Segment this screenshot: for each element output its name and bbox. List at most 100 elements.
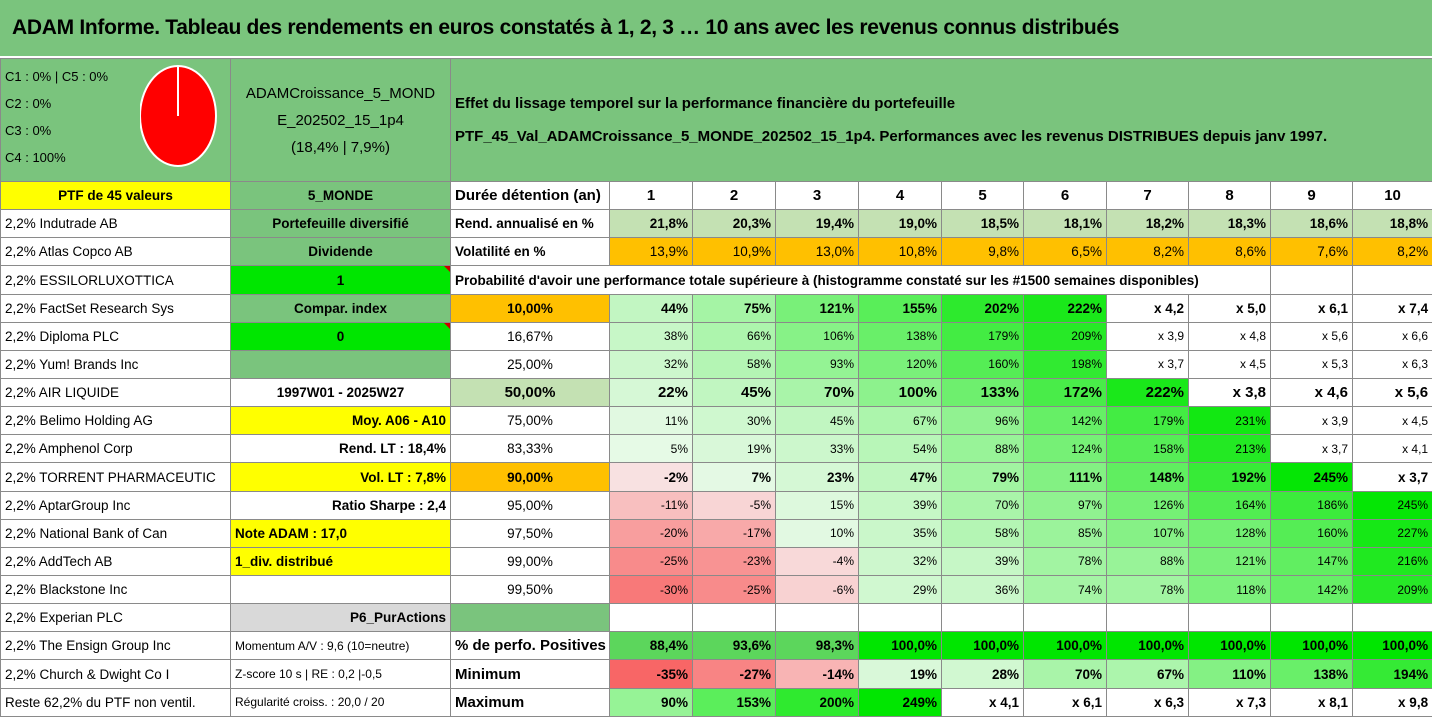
prob-threshold[interactable]: 99,00% — [450, 546, 610, 577]
prob-value[interactable]: 126% — [1106, 490, 1189, 520]
prob-value[interactable]: 97% — [1023, 490, 1107, 520]
prob-value[interactable]: 245% — [1270, 462, 1353, 492]
prob-value[interactable]: -11% — [609, 490, 693, 520]
prob-value[interactable]: 124% — [1023, 434, 1107, 464]
prob-value[interactable]: x 7,4 — [1351, 293, 1432, 323]
prob-value[interactable]: x 3,9 — [1106, 321, 1189, 351]
prob-value[interactable]: -2% — [609, 462, 693, 492]
prob-value[interactable]: 45% — [775, 406, 859, 436]
prob-value[interactable]: 158% — [1106, 434, 1189, 464]
min-value[interactable]: 19% — [858, 659, 942, 689]
rend-value[interactable]: 18,8% — [1351, 209, 1432, 239]
prob-value[interactable]: -25% — [692, 575, 776, 605]
prob-value[interactable]: x 3,7 — [1106, 349, 1189, 380]
pos-value[interactable]: 100,0% — [858, 631, 942, 661]
prob-value[interactable]: 23% — [775, 462, 859, 492]
empty-cell[interactable] — [1270, 603, 1353, 633]
prob-value[interactable]: 213% — [1188, 434, 1271, 464]
prob-value[interactable]: 32% — [609, 349, 693, 380]
prob-value[interactable]: 222% — [1023, 293, 1107, 323]
prob-value[interactable]: 33% — [775, 434, 859, 464]
prob-value[interactable]: 32% — [858, 546, 942, 577]
prob-value[interactable]: -6% — [775, 575, 859, 605]
max-value[interactable]: x 7,3 — [1188, 687, 1271, 717]
prob-value[interactable]: 85% — [1023, 518, 1107, 548]
pos-value[interactable]: 88,4% — [609, 631, 693, 661]
max-value[interactable]: x 6,1 — [1023, 687, 1107, 717]
prob-value[interactable]: x 3,7 — [1270, 434, 1353, 464]
min-value[interactable]: -14% — [775, 659, 859, 689]
fund-name-cell[interactable]: ADAMCroissance_5_MOND E_202502_15_1p4 (18,… — [230, 57, 451, 183]
max-value[interactable]: 249% — [858, 687, 942, 717]
max-value[interactable]: x 8,1 — [1270, 687, 1353, 717]
holding-cell[interactable]: 2,2% AIR LIQUIDE — [0, 378, 231, 408]
prob-value[interactable]: 39% — [941, 546, 1024, 577]
prob-value[interactable]: 67% — [858, 406, 942, 436]
region-cell[interactable]: 5_MONDE — [230, 181, 451, 211]
prob-value[interactable]: 5% — [609, 434, 693, 464]
vol-value[interactable]: 13,9% — [609, 237, 693, 267]
prob-value[interactable]: -5% — [692, 490, 776, 520]
note-adam-cell[interactable]: Note ADAM : 17,0 — [230, 518, 451, 548]
max-value[interactable]: x 9,8 — [1351, 687, 1432, 717]
holding-cell[interactable]: 2,2% AptarGroup Inc — [0, 490, 231, 520]
empty-cell[interactable] — [941, 603, 1024, 633]
prob-value[interactable]: 70% — [775, 378, 859, 408]
max-value[interactable]: 90% — [609, 687, 693, 717]
sharpe-cell[interactable]: Ratio Sharpe : 2,4 — [230, 490, 451, 520]
rend-label[interactable]: Rend. annualisé en % — [450, 209, 610, 239]
prob-value[interactable]: 78% — [1106, 575, 1189, 605]
prob-threshold[interactable]: 16,67% — [450, 321, 610, 351]
prob-value[interactable]: 29% — [858, 575, 942, 605]
compar-index-label[interactable]: Compar. index — [230, 293, 451, 323]
prob-threshold[interactable]: 95,00% — [450, 490, 610, 520]
prob-value[interactable]: 148% — [1106, 462, 1189, 492]
prob-value[interactable]: -30% — [609, 575, 693, 605]
empty-cell[interactable] — [1351, 265, 1432, 295]
prob-value[interactable]: 160% — [1270, 518, 1353, 548]
prob-value[interactable]: 121% — [775, 293, 859, 323]
prob-value[interactable]: 231% — [1188, 406, 1271, 436]
pos-value[interactable]: 100,0% — [941, 631, 1024, 661]
effect-description-cell[interactable]: Effet du lissage temporel sur la perform… — [449, 57, 1432, 183]
prob-value[interactable]: 70% — [941, 490, 1024, 520]
prob-value[interactable]: 209% — [1023, 321, 1107, 351]
holding-cell[interactable]: 2,2% Yum! Brands Inc — [0, 349, 231, 380]
prob-value[interactable]: x 3,7 — [1351, 462, 1432, 492]
prob-value[interactable]: 93% — [775, 349, 859, 380]
vol-value[interactable]: 8,2% — [1106, 237, 1189, 267]
vol-lt-cell[interactable]: Vol. LT : 7,8% — [230, 462, 451, 492]
prob-value[interactable]: x 4,1 — [1351, 434, 1432, 464]
prob-value[interactable]: 19% — [692, 434, 776, 464]
holding-cell[interactable]: 2,2% Amphenol Corp — [0, 434, 231, 464]
holding-cell[interactable]: 2,2% Indutrade AB — [0, 209, 231, 239]
vol-value[interactable]: 9,8% — [941, 237, 1024, 267]
prob-threshold[interactable]: 10,00% — [450, 293, 610, 323]
prob-value[interactable]: 22% — [609, 378, 693, 408]
prob-value[interactable]: -17% — [692, 518, 776, 548]
rend-value[interactable]: 18,1% — [1023, 209, 1107, 239]
prob-value[interactable]: 227% — [1351, 518, 1432, 548]
empty-cell[interactable] — [692, 603, 776, 633]
prob-value[interactable]: 45% — [692, 378, 776, 408]
vol-value[interactable]: 7,6% — [1270, 237, 1353, 267]
dividend-label-cell[interactable]: Dividende — [230, 237, 451, 267]
min-value[interactable]: -35% — [609, 659, 693, 689]
prob-value[interactable]: x 4,2 — [1106, 293, 1189, 323]
year-header[interactable]: 3 — [775, 181, 859, 211]
pos-value[interactable]: 100,0% — [1351, 631, 1432, 661]
prob-value[interactable]: 147% — [1270, 546, 1353, 577]
vol-value[interactable]: 6,5% — [1023, 237, 1107, 267]
prob-value[interactable]: 11% — [609, 406, 693, 436]
period-cell[interactable]: 1997W01 - 2025W27 — [230, 378, 451, 408]
prob-value[interactable]: 78% — [1023, 546, 1107, 577]
min-label[interactable]: Minimum — [450, 659, 610, 689]
rend-value[interactable]: 18,6% — [1270, 209, 1353, 239]
year-header[interactable]: 1 — [609, 181, 693, 211]
prob-value[interactable]: 192% — [1188, 462, 1271, 492]
zscore-cell[interactable]: Z-score 10 s | RE : 0,2 |-0,5 — [230, 659, 451, 689]
rend-lt-cell[interactable]: Rend. LT : 18,4% — [230, 434, 451, 464]
rend-value[interactable]: 18,3% — [1188, 209, 1271, 239]
prob-value[interactable]: 142% — [1023, 406, 1107, 436]
year-header[interactable]: 8 — [1188, 181, 1271, 211]
